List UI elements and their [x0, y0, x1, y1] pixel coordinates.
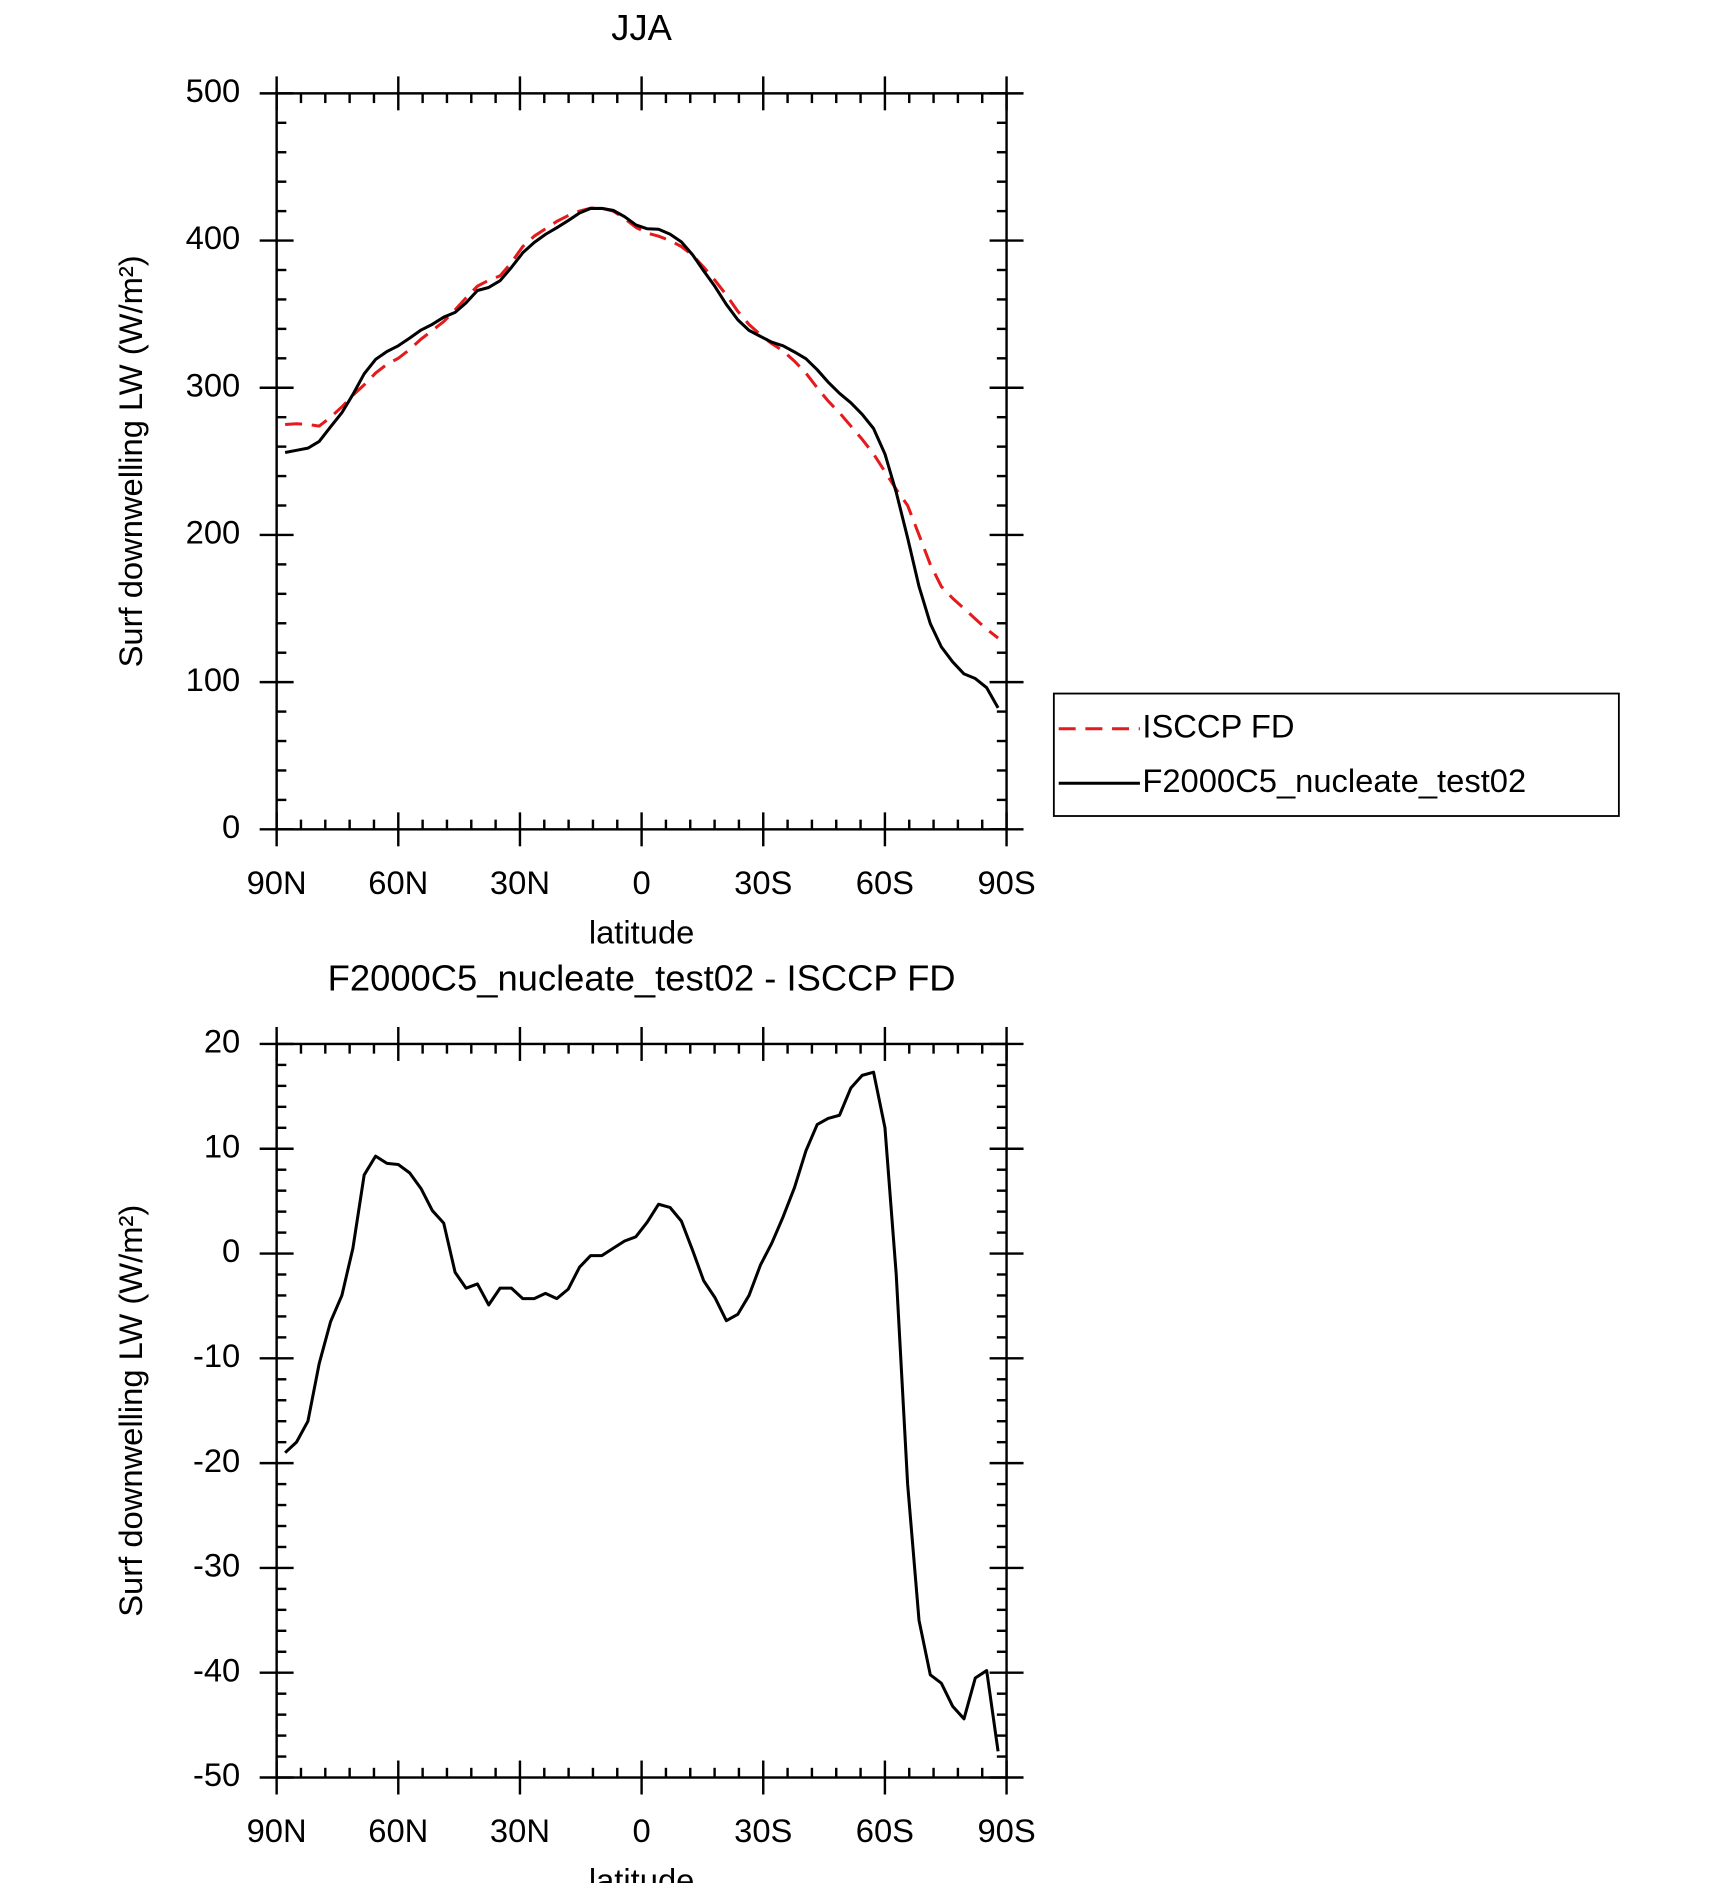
- x-tick-label: 30S: [734, 1812, 792, 1849]
- legend-label: ISCCP FD: [1142, 707, 1294, 744]
- x-tick-label: 30S: [734, 864, 792, 901]
- y-tick-label: -20: [193, 1442, 240, 1479]
- y-tick-label: 300: [186, 366, 241, 403]
- y-tick-label: -30: [193, 1547, 240, 1584]
- y-axis-label: Surf downwelling LW (W/m²): [112, 255, 149, 667]
- x-tick-label: 60S: [856, 1812, 914, 1849]
- y-axis-label: Surf downwelling LW (W/m²): [112, 1205, 149, 1617]
- y-tick-label: 100: [186, 661, 241, 698]
- data-line: [285, 206, 1000, 640]
- x-tick-label: 0: [632, 1812, 650, 1849]
- x-tick-label: 60N: [368, 1812, 428, 1849]
- x-tick-label: 90S: [977, 864, 1035, 901]
- plot-frame: [275, 1042, 1008, 1779]
- chart-title: F2000C5_nucleate_test02 - ISCCP FD: [328, 958, 956, 999]
- x-tick-label: 30N: [490, 864, 550, 901]
- y-tick-label: 500: [186, 72, 241, 109]
- x-tick-label: 60N: [368, 864, 428, 901]
- y-tick-label: 10: [204, 1127, 240, 1164]
- x-tick-label: 90S: [977, 1812, 1035, 1849]
- x-axis-label: latitude: [589, 1862, 695, 1883]
- y-tick-label: 200: [186, 514, 241, 551]
- y-tick-label: 400: [186, 219, 241, 256]
- data-line: [284, 206, 1000, 709]
- x-tick-label: 60S: [856, 864, 914, 901]
- plot-frame: [275, 92, 1008, 831]
- x-tick-label: 0: [632, 864, 650, 901]
- y-tick-label: -10: [193, 1337, 240, 1374]
- data-line: [284, 1070, 1000, 1752]
- x-tick-label: 90N: [247, 864, 307, 901]
- legend-box: [1052, 692, 1620, 817]
- x-tick-label: 90N: [247, 1812, 307, 1849]
- y-tick-label: -40: [193, 1651, 240, 1688]
- legend-label: F2000C5_nucleate_test02: [1142, 762, 1526, 799]
- chart-title: JJA: [611, 7, 672, 48]
- y-tick-label: 0: [222, 808, 240, 845]
- y-tick-label: 20: [204, 1023, 240, 1060]
- x-tick-label: 30N: [490, 1812, 550, 1849]
- y-tick-label: 0: [222, 1232, 240, 1269]
- y-tick-label: -50: [193, 1756, 240, 1793]
- x-axis-label: latitude: [589, 913, 695, 950]
